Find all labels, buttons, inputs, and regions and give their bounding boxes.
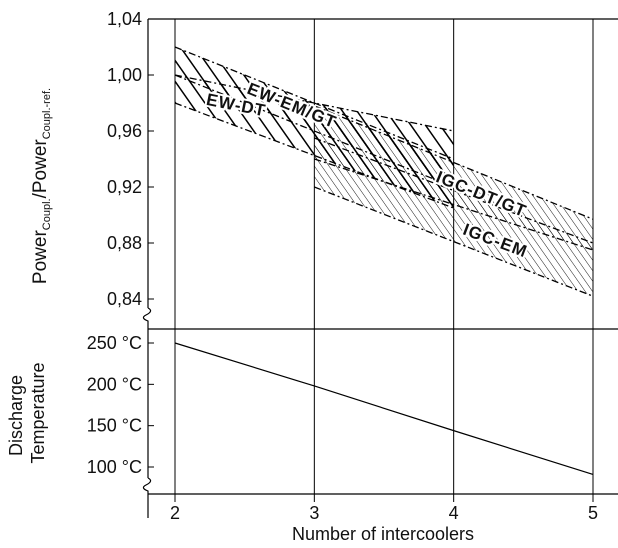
x-tick-label: 3 xyxy=(309,503,319,523)
power-y-label-sub2: Coupl.-ref. xyxy=(41,88,53,139)
power-y-axis-label: PowerCoupl./PowerCoupl.-ref. xyxy=(30,88,53,284)
band-lower-edge-3 xyxy=(314,186,594,297)
power-axis-break xyxy=(142,307,152,329)
temperature-y-tick-labels: 100 °C 150 °C 200 °C 250 °C xyxy=(87,333,142,477)
power-y-tick-label: 0,92 xyxy=(107,177,142,197)
temperature-line xyxy=(174,342,594,476)
x-tick-label: 4 xyxy=(449,503,459,523)
temperature-chart: 100 °C 150 °C 200 °C 250 °C Discharge Tempe… xyxy=(6,329,618,518)
power-y-tick-labels: 0,84 0,88 0,92 0,96 1,00 1,04 xyxy=(107,9,142,309)
band-lower-edge-1 xyxy=(174,102,454,209)
power-y-tick-label: 0,96 xyxy=(107,121,142,141)
temperature-series xyxy=(174,342,594,476)
temperature-y-tick-label: 150 °C xyxy=(87,416,142,436)
power-y-tick-label: 0,88 xyxy=(107,233,142,253)
temperature-y-axis-label: Discharge Temperature xyxy=(6,362,48,463)
power-axis xyxy=(142,18,154,329)
temperature-axis-break xyxy=(142,477,152,494)
power-bands xyxy=(174,46,594,297)
temperature-y-label-line1: Discharge xyxy=(6,375,26,456)
power-y-label-sub1: Coupl. xyxy=(41,198,53,230)
power-y-label-main: Power xyxy=(30,230,51,285)
temperature-y-tick-label: 250 °C xyxy=(87,333,142,353)
temperature-y-label-line2: Temperature xyxy=(28,362,48,463)
power-y-label-mid: /Power xyxy=(30,139,51,199)
x-tick-labels: 2 3 4 5 xyxy=(170,503,598,523)
x-tick-label: 5 xyxy=(588,503,598,523)
temperature-grid xyxy=(142,329,618,518)
band-upper-edge-1 xyxy=(174,74,454,132)
power-y-tick-label: 0,84 xyxy=(107,289,142,309)
x-axis-label: Number of intercoolers xyxy=(292,524,474,544)
band-area-1 xyxy=(175,75,454,208)
power-y-tick-label: 1,04 xyxy=(107,9,142,29)
temperature-y-tick-label: 100 °C xyxy=(87,457,142,477)
power-y-tick-label: 1,00 xyxy=(107,65,142,85)
temperature-y-tick-label: 200 °C xyxy=(87,374,142,394)
power-chart: 0,840,880,920,961,001,04 EW-EM/GTEW-DTIG… xyxy=(30,9,618,330)
x-tick-label: 2 xyxy=(170,503,180,523)
